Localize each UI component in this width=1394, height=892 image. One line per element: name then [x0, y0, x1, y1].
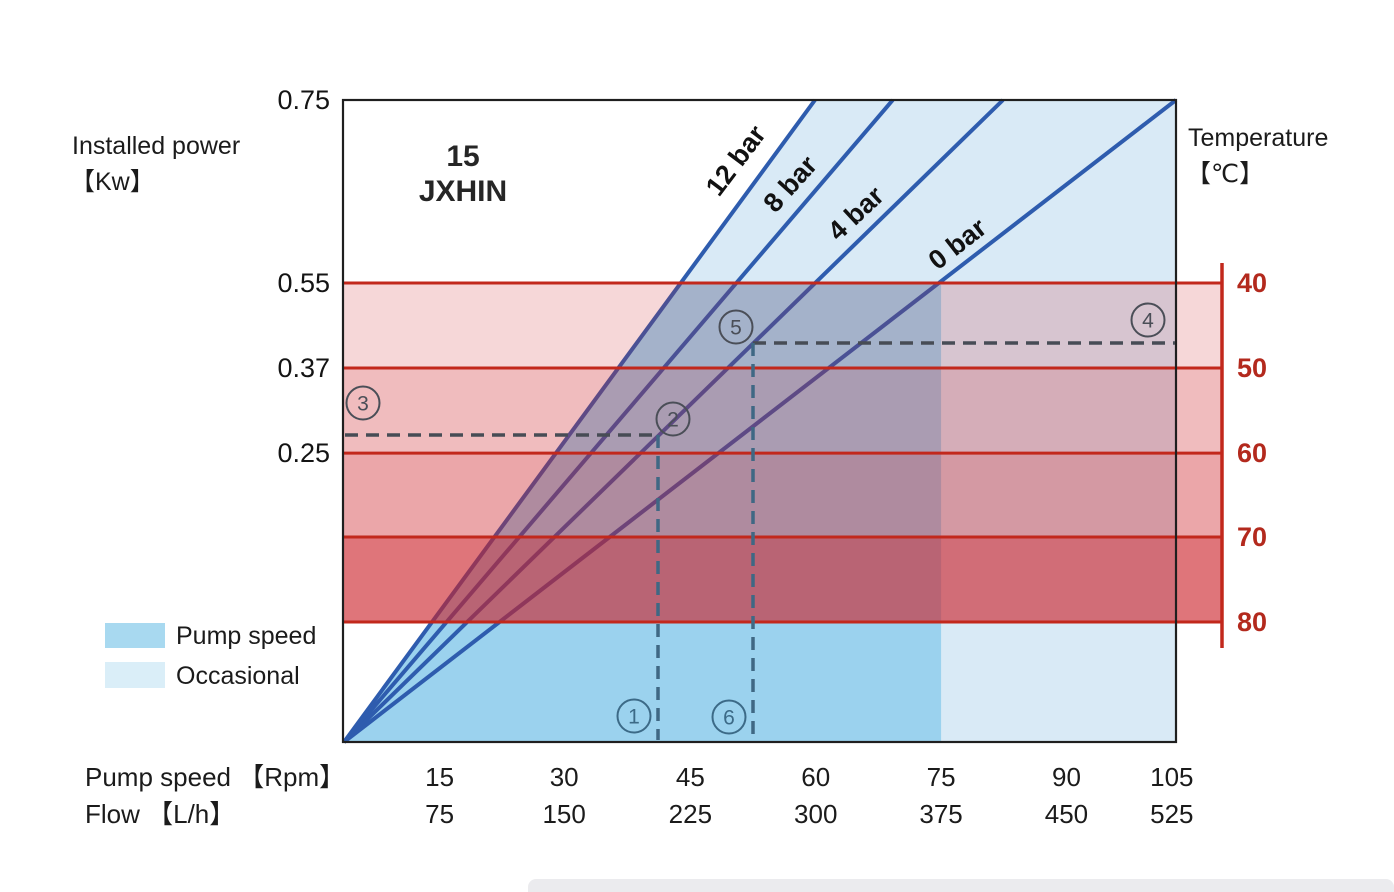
temperature-band-40-50 [343, 282, 1222, 369]
power-tick-0.37: 0.37 [277, 353, 330, 383]
temperature-tick-40: 40 [1237, 268, 1267, 298]
power-tick-0.25: 0.25 [277, 438, 330, 468]
right-axis-unit: 【℃】 [1186, 160, 1264, 188]
chart-title-brand: JXHIN [419, 175, 507, 208]
temperature-tick-80: 80 [1237, 607, 1267, 637]
temperature-tick-60: 60 [1237, 438, 1267, 468]
chart-frame [341, 98, 1178, 744]
pressure-line-4bar [342, 98, 1005, 744]
temperature-tick-70: 70 [1237, 522, 1267, 552]
x-axis-row1-title: Pump speed 【Rpm】 [85, 762, 345, 792]
temperature-band-70-80 [343, 537, 1222, 622]
x-axis-row2-title: Flow 【L/h】 [85, 799, 235, 829]
annotation-number-6: 6 [723, 707, 735, 730]
annotation-circle-2 [655, 401, 691, 437]
temperature-tick-50: 50 [1237, 353, 1267, 383]
annotation-circle-1 [616, 698, 652, 734]
legend-swatch-occasional [105, 662, 165, 688]
rpm-tick-30: 30 [550, 762, 579, 792]
legend-swatch-pump-speed [105, 623, 165, 648]
annotation-number-1: 1 [628, 706, 640, 729]
rpm-tick-15: 15 [425, 762, 454, 792]
power-tick-0.55: 0.55 [277, 268, 330, 298]
right-axis-title: Temperature [1188, 124, 1328, 152]
pressure-line-8bar [342, 98, 895, 744]
chart-title-model: 15 [446, 140, 479, 173]
rpm-tick-90: 90 [1052, 762, 1081, 792]
rpm-tick-105: 105 [1150, 762, 1193, 792]
flow-tick-300: 300 [794, 799, 837, 829]
rpm-tick-75: 75 [927, 762, 956, 792]
legend-label-occasional: Occasional [176, 662, 300, 690]
rpm-tick-45: 45 [676, 762, 705, 792]
annotation-number-5: 5 [730, 317, 742, 340]
annotation-circle-6 [711, 699, 747, 735]
flow-tick-525: 525 [1150, 799, 1193, 829]
annotation-circle-3 [345, 385, 381, 421]
flow-tick-375: 375 [919, 799, 962, 829]
annotation-number-4: 4 [1142, 310, 1154, 333]
power-tick-0.75: 0.75 [277, 85, 330, 115]
flow-tick-450: 450 [1045, 799, 1088, 829]
flow-tick-225: 225 [669, 799, 712, 829]
annotation-circle-5 [718, 309, 754, 345]
pressure-line-0bar [342, 98, 1178, 744]
left-axis-unit: 【Kw】 [70, 168, 155, 196]
annotation-circle-4 [1130, 302, 1166, 338]
bottom-strip [528, 879, 1394, 892]
pressure-line-12bar [342, 98, 817, 744]
annotation-number-2: 2 [667, 409, 679, 432]
flow-tick-150: 150 [542, 799, 585, 829]
temperature-band-50-60 [343, 368, 1222, 454]
annotation-number-3: 3 [357, 393, 369, 416]
temperature-band-60-70 [343, 453, 1222, 538]
legend-label-pump-speed: Pump speed [176, 622, 316, 650]
flow-tick-75: 75 [425, 799, 454, 829]
left-axis-title: Installed power [72, 132, 240, 160]
rpm-tick-60: 60 [801, 762, 830, 792]
